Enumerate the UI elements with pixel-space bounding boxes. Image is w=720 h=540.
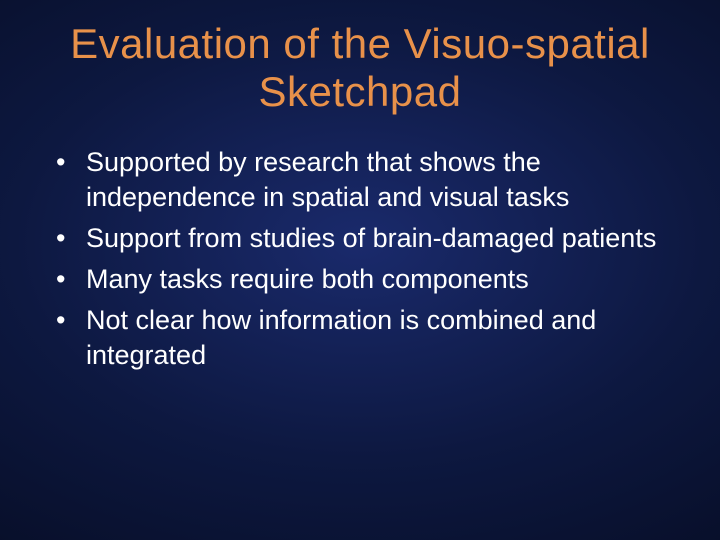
presentation-slide: Evaluation of the Visuo-spatial Sketchpa…: [0, 0, 720, 540]
list-item: Support from studies of brain-damaged pa…: [56, 221, 680, 256]
list-item: Not clear how information is combined an…: [56, 303, 680, 373]
bullet-list: Supported by research that shows the ind…: [40, 145, 680, 380]
list-item: Supported by research that shows the ind…: [56, 145, 680, 215]
slide-title: Evaluation of the Visuo-spatial Sketchpa…: [40, 20, 680, 117]
list-item: Many tasks require both components: [56, 262, 680, 297]
